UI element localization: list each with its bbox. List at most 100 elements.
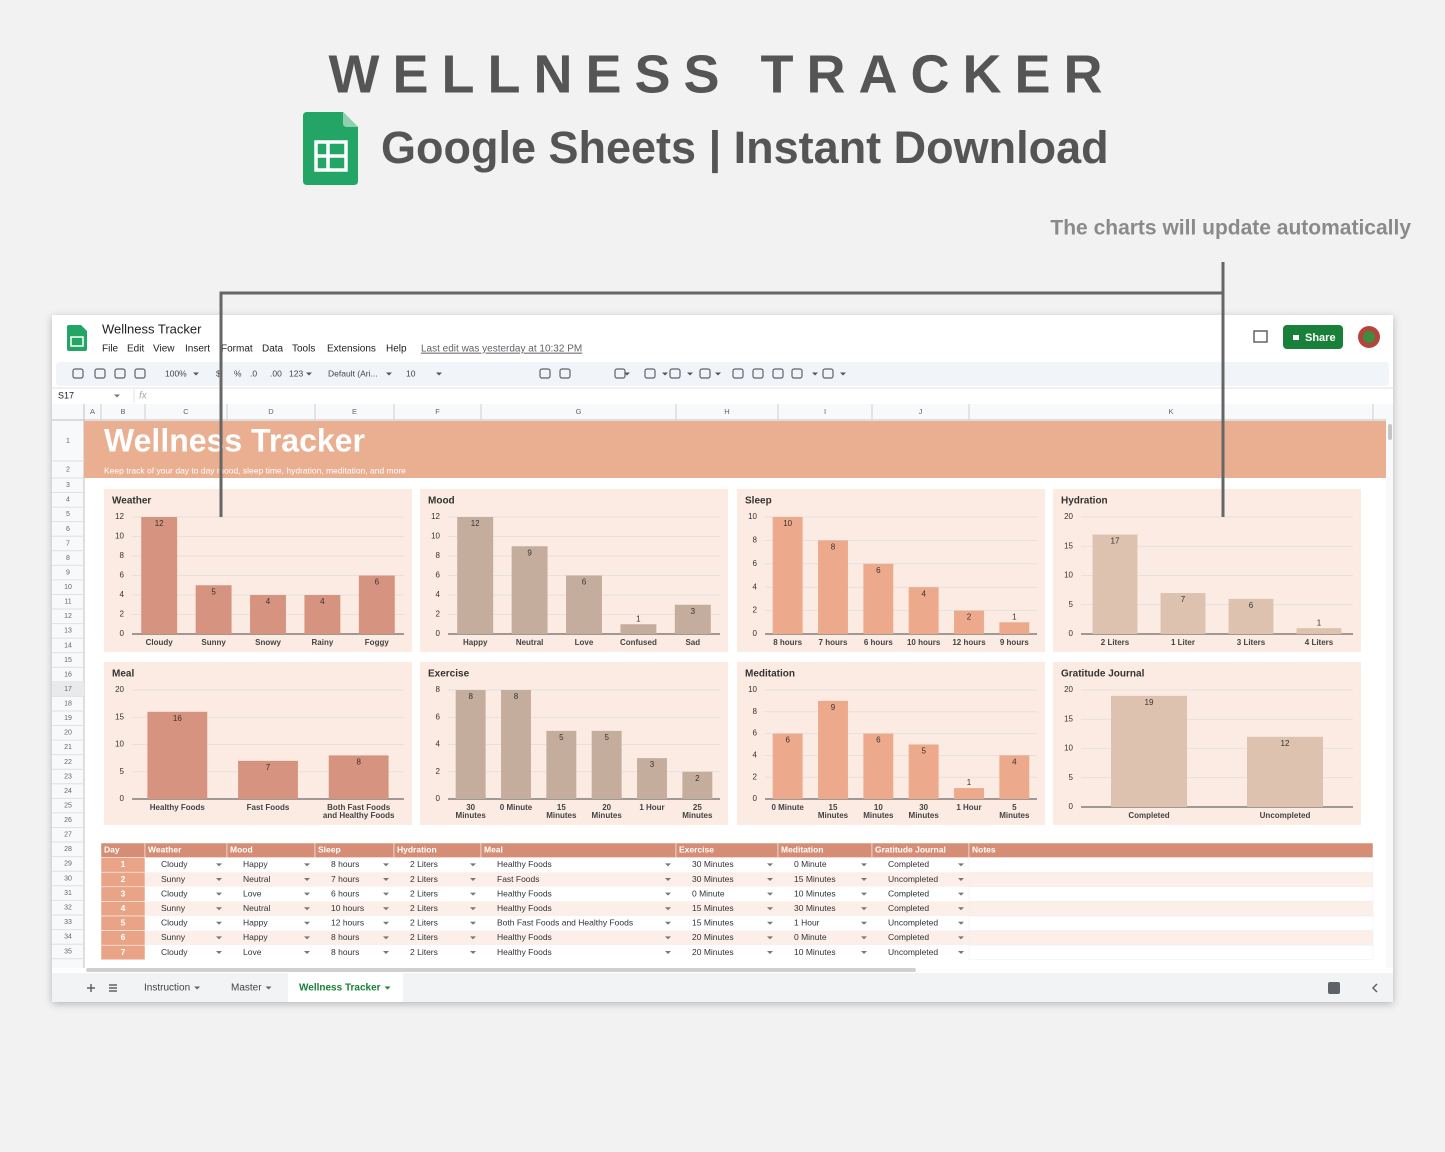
toolbar-icon[interactable] xyxy=(134,368,146,379)
row-number[interactable]: 35 xyxy=(64,948,72,955)
row-number[interactable]: 30 xyxy=(64,875,72,882)
dropdown-arrow[interactable] xyxy=(665,907,671,911)
dropdown-arrow[interactable] xyxy=(470,863,476,867)
cell-text[interactable]: 6 hours xyxy=(331,888,359,898)
column-letter[interactable]: E xyxy=(352,407,357,416)
dropdown-arrow[interactable] xyxy=(383,863,389,867)
toolbar-icon[interactable] xyxy=(791,368,803,379)
dropdown-arrow[interactable] xyxy=(861,921,867,925)
dropdown-arrow[interactable] xyxy=(470,878,476,881)
dropdown-arrow[interactable] xyxy=(767,863,773,867)
dropdown-arrow[interactable] xyxy=(958,863,964,867)
row-number[interactable]: 13 xyxy=(64,628,72,635)
dropdown-arrow[interactable] xyxy=(812,372,818,376)
dropdown-arrow[interactable] xyxy=(767,892,773,896)
cell-text[interactable]: Completed xyxy=(888,903,929,913)
cell-text[interactable]: Healthy Foods xyxy=(497,947,552,957)
cell-text[interactable]: 0 Minute xyxy=(794,859,827,869)
cell-text[interactable]: Uncompleted xyxy=(888,918,938,928)
cell-text[interactable]: Healthy Foods xyxy=(497,888,552,898)
dropdown-arrow[interactable] xyxy=(216,921,222,925)
row-number[interactable]: 18 xyxy=(64,701,72,708)
cell-text[interactable]: 2 Liters xyxy=(410,947,438,957)
toolbar-item[interactable]: 100% xyxy=(165,368,187,378)
cell-text[interactable]: Healthy Foods xyxy=(497,859,552,869)
cell-text[interactable]: 20 Minutes xyxy=(692,932,734,942)
row-number[interactable]: 34 xyxy=(64,934,72,941)
name-box[interactable]: S17 xyxy=(58,390,74,400)
cell-text[interactable]: 12 hours xyxy=(331,918,364,928)
column-letter[interactable]: K xyxy=(1168,407,1173,416)
row-number[interactable]: 11 xyxy=(64,599,71,606)
dropdown-arrow[interactable] xyxy=(304,936,310,940)
cell-text[interactable]: 0 Minute xyxy=(794,932,827,942)
toolbar-icon[interactable] xyxy=(699,368,711,379)
column-letter[interactable]: B xyxy=(120,407,125,416)
menu-item[interactable]: File xyxy=(102,344,119,355)
menu-item[interactable]: Tools xyxy=(292,344,315,355)
row-number[interactable]: 16 xyxy=(64,671,72,678)
dropdown-arrow[interactable] xyxy=(114,394,120,398)
active-tab[interactable] xyxy=(288,973,403,1002)
vertical-scrollbar[interactable] xyxy=(1386,404,1393,968)
dropdown-arrow[interactable] xyxy=(665,878,671,881)
cell-text[interactable]: 2 Liters xyxy=(410,903,438,913)
toolbar-icon[interactable] xyxy=(772,368,784,379)
dropdown-arrow[interactable] xyxy=(767,878,773,881)
dropdown-arrow[interactable] xyxy=(665,921,671,925)
dropdown-arrow[interactable] xyxy=(193,372,199,376)
cell-text[interactable]: 8 hours xyxy=(331,947,359,957)
cell-text[interactable]: Uncompleted xyxy=(888,947,938,957)
horizontal-scroll-thumb[interactable] xyxy=(86,968,916,972)
row-number[interactable]: 26 xyxy=(64,817,72,824)
dropdown-arrow[interactable] xyxy=(861,936,867,940)
dropdown-arrow[interactable] xyxy=(715,372,721,376)
dropdown-arrow[interactable] xyxy=(304,907,310,911)
cell-text[interactable]: Love xyxy=(243,888,262,898)
menu-item[interactable]: Data xyxy=(262,344,284,355)
cell-text[interactable]: 30 Minutes xyxy=(692,859,734,869)
toolbar-item[interactable]: 10 xyxy=(406,368,416,378)
sheet-tab[interactable]: Instruction xyxy=(144,983,190,994)
toolbar-icon[interactable] xyxy=(822,368,834,379)
collapse-icon[interactable] xyxy=(1371,983,1378,993)
dropdown-arrow[interactable] xyxy=(861,892,867,896)
row-number[interactable]: 21 xyxy=(64,744,72,751)
row-number[interactable]: 22 xyxy=(64,759,72,766)
toolbar-item[interactable]: Default (Ari... xyxy=(328,368,378,378)
cell-text[interactable]: Both Fast Foods and Healthy Foods xyxy=(497,918,633,928)
cell-text[interactable]: 2 Liters xyxy=(410,859,438,869)
row-number[interactable]: 15 xyxy=(64,657,72,664)
row-number[interactable]: 9 xyxy=(66,569,70,576)
column-letter[interactable]: J xyxy=(919,407,923,416)
column-letter[interactable]: I xyxy=(824,407,826,416)
dropdown-arrow[interactable] xyxy=(958,936,964,940)
toolbar-item[interactable]: 123 xyxy=(289,368,303,378)
toolbar-item[interactable]: % xyxy=(234,368,242,378)
dropdown-arrow[interactable] xyxy=(436,372,442,376)
dropdown-arrow[interactable] xyxy=(304,863,310,867)
dropdown-arrow[interactable] xyxy=(470,907,476,911)
dropdown-arrow[interactable] xyxy=(958,921,964,925)
row-number[interactable]: 29 xyxy=(64,861,72,868)
toolbar-icon[interactable] xyxy=(94,368,106,379)
menu-item[interactable]: Format xyxy=(221,344,253,355)
toolbar-icon[interactable] xyxy=(732,368,744,379)
dropdown-arrow[interactable] xyxy=(958,951,964,954)
add-sheet[interactable] xyxy=(87,984,95,992)
dropdown-arrow[interactable] xyxy=(216,936,222,940)
dropdown-arrow[interactable] xyxy=(470,892,476,896)
dropdown-arrow[interactable] xyxy=(304,892,310,896)
dropdown-arrow[interactable] xyxy=(470,951,476,954)
dropdown-arrow[interactable] xyxy=(383,892,389,896)
dropdown-arrow[interactable] xyxy=(861,907,867,911)
dropdown-arrow[interactable] xyxy=(687,372,693,376)
dropdown-arrow[interactable] xyxy=(386,372,392,376)
dropdown-arrow[interactable] xyxy=(304,878,310,881)
comments-icon[interactable] xyxy=(1253,330,1268,343)
row-number[interactable]: 8 xyxy=(66,555,70,562)
doc-name[interactable]: Wellness Tracker xyxy=(102,321,202,336)
cell-text[interactable]: 0 Minute xyxy=(692,888,725,898)
dropdown-arrow[interactable] xyxy=(662,372,668,376)
cell-text[interactable]: Completed xyxy=(888,932,929,942)
